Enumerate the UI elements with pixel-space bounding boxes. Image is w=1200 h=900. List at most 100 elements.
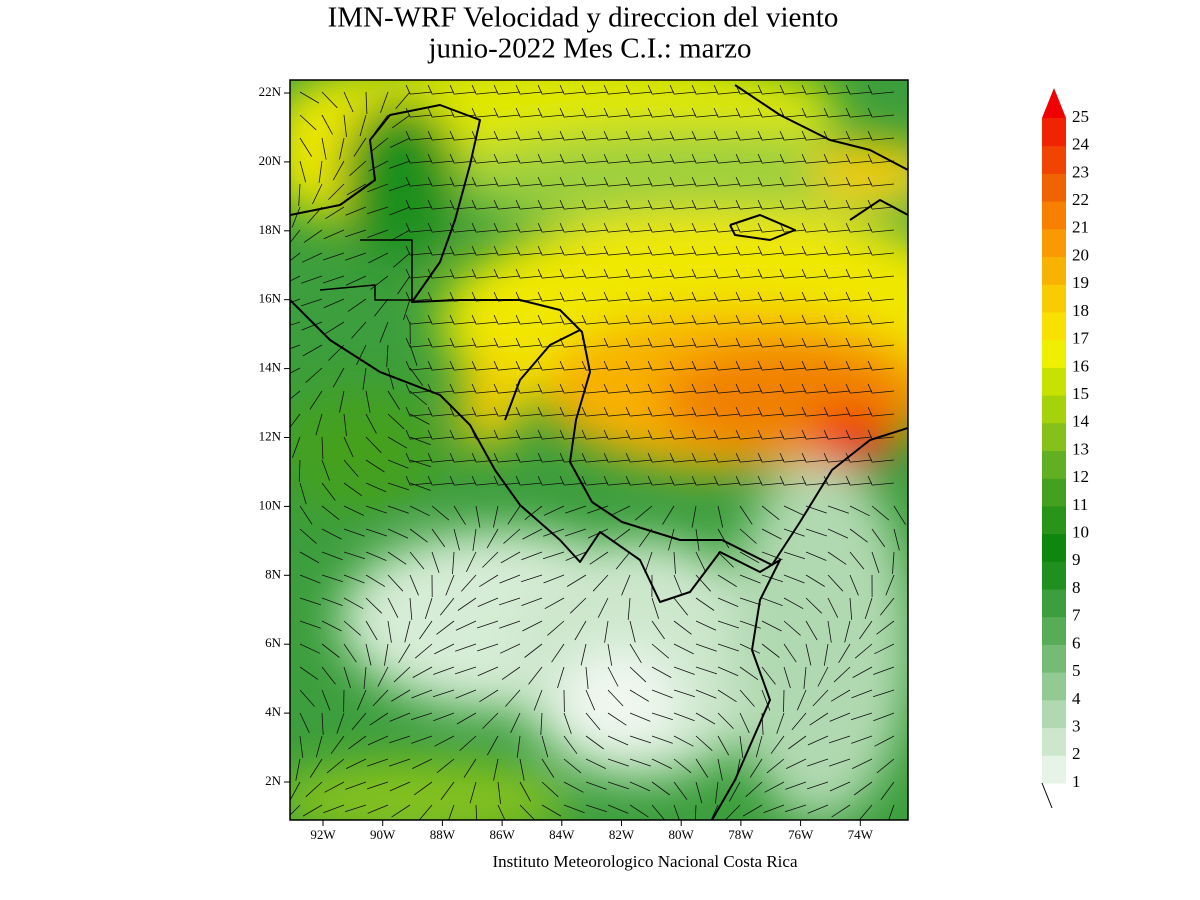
wind-barb	[387, 436, 408, 449]
wind-barb	[695, 620, 717, 631]
wind-barb	[766, 758, 785, 774]
wind-barb	[569, 597, 587, 614]
wind-barb	[322, 275, 345, 284]
wind-barb	[647, 314, 675, 325]
wind-barb	[328, 183, 345, 200]
wind-barb	[365, 482, 387, 493]
wind-barb	[365, 643, 372, 666]
wind-barb	[717, 597, 739, 607]
wind-barb	[448, 804, 455, 820]
wind-barb	[299, 620, 321, 629]
wind-barb	[516, 735, 521, 758]
wind-barb	[603, 153, 631, 164]
wind-barb	[471, 314, 499, 325]
lat-label: 20N	[259, 153, 282, 168]
wind-barb	[829, 758, 851, 767]
wind-barb	[559, 199, 587, 210]
wind-barb	[290, 321, 301, 326]
wind-barb	[537, 199, 565, 210]
wind-barb	[336, 712, 345, 734]
wind-barb	[779, 337, 807, 348]
wind-barb	[471, 199, 499, 210]
wind-barb	[434, 643, 455, 655]
wind-barb	[387, 528, 409, 539]
wind-barb	[867, 130, 895, 141]
wind-barb	[823, 452, 851, 463]
wind-barb	[427, 406, 455, 417]
colorbar-label: 24	[1072, 135, 1090, 154]
wind-barb	[785, 781, 807, 790]
wind-barb	[879, 597, 895, 616]
wind-barb	[499, 643, 521, 654]
wind-barb	[542, 551, 565, 560]
wind-barb	[603, 383, 631, 394]
wind-barb	[713, 130, 741, 141]
wind-barb	[783, 574, 805, 584]
wind-barb	[783, 620, 801, 636]
wind-barb	[603, 406, 631, 417]
wind-barb	[449, 268, 477, 279]
wind-barb	[390, 137, 411, 148]
colorbar-label: 13	[1072, 439, 1089, 458]
wind-barb	[321, 551, 343, 561]
lat-label: 16N	[259, 291, 282, 306]
wind-barb	[805, 551, 827, 561]
wind-barb	[409, 390, 428, 406]
wind-barb	[669, 222, 697, 233]
wind-barb	[629, 712, 651, 722]
wind-barb	[353, 137, 367, 157]
wind-barb	[713, 199, 741, 210]
wind-barb	[339, 390, 345, 413]
wind-barb	[713, 291, 741, 302]
wind-barb	[735, 383, 763, 394]
wind-barb	[827, 551, 847, 565]
wind-barb	[559, 153, 587, 164]
wind-barb	[471, 176, 499, 187]
wind-barb	[757, 475, 785, 486]
colorbar-swatch	[1042, 450, 1066, 479]
lat-label: 12N	[259, 428, 282, 443]
wind-barb	[452, 551, 455, 575]
wind-barb	[519, 804, 536, 820]
wind-barb	[784, 804, 807, 813]
wind-barb	[695, 574, 711, 592]
wind-barb	[497, 804, 506, 820]
wind-barb	[559, 245, 587, 256]
wind-barb	[299, 505, 313, 525]
wind-barb	[393, 252, 411, 268]
wind-barb	[449, 429, 477, 440]
wind-barb	[845, 475, 873, 486]
wind-barb	[315, 413, 323, 436]
wind-barb	[779, 406, 807, 417]
wind-barb	[366, 206, 389, 215]
wind-barb	[541, 781, 559, 798]
colorbar-label: 25	[1072, 107, 1089, 126]
wind-barb	[365, 413, 377, 434]
wind-barb	[471, 452, 499, 463]
lon-label: 74W	[848, 827, 874, 842]
wind-barb	[537, 245, 565, 256]
wind-barb	[445, 574, 455, 596]
wind-barb	[867, 406, 895, 417]
wind-barb	[713, 176, 741, 187]
wind-barb	[872, 689, 895, 698]
wind-barb	[505, 689, 521, 707]
wind-barb	[581, 153, 609, 164]
wind-barb	[873, 666, 895, 675]
wind-barb	[585, 712, 601, 731]
wind-barb	[537, 314, 565, 325]
wind-barb	[365, 574, 386, 587]
wind-barb	[405, 107, 433, 118]
colorbar-swatch	[1042, 118, 1066, 147]
wind-barb	[745, 781, 763, 798]
wind-barb	[647, 84, 675, 95]
wind-barb	[695, 781, 703, 804]
wind-barb	[735, 406, 763, 417]
wind-barb	[325, 206, 345, 220]
colorbar-label: 22	[1072, 190, 1089, 209]
wind-barb	[691, 475, 719, 486]
wind-barb	[409, 344, 418, 366]
wind-barb	[757, 153, 785, 164]
wind-barb	[456, 712, 477, 725]
wind-barb	[845, 84, 873, 95]
